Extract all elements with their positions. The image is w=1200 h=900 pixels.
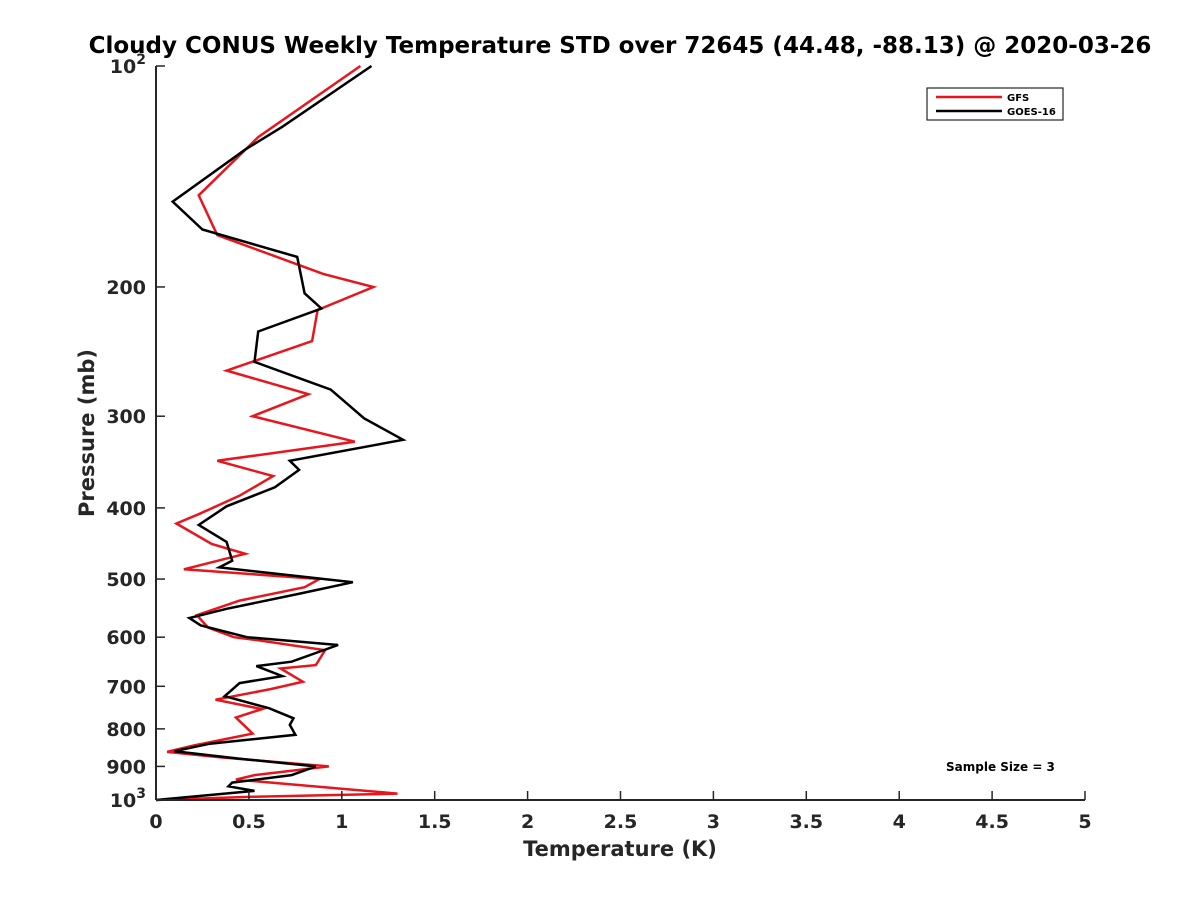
y-tick-label: 103 <box>110 786 146 812</box>
y-tick-label: 102 <box>110 52 146 78</box>
x-tick-label: 0.5 <box>232 811 266 833</box>
x-tick-label: 3 <box>707 811 720 833</box>
y-tick-label: 200 <box>106 277 146 299</box>
legend: GFS GOES-16 <box>926 87 1064 121</box>
y-tick-label: 700 <box>106 676 146 698</box>
x-tick-label: 1.5 <box>418 811 452 833</box>
legend-label-goes16: GOES-16 <box>1007 107 1056 118</box>
series-line-gfs <box>155 64 398 802</box>
y-tick-label: 600 <box>106 627 146 649</box>
x-tick-label: 4.5 <box>975 811 1009 833</box>
y-axis-label: Pressure (mb) <box>75 349 99 517</box>
x-axis-ticks: 0 0.5 1 1.5 2 2.5 3 3.5 4 4.5 5 <box>149 791 1092 833</box>
legend-label-gfs: GFS <box>1007 93 1029 104</box>
x-tick-label: 2 <box>521 811 534 833</box>
y-tick-label: 400 <box>106 498 146 520</box>
y-axis-ticks: 102 200 300 400 500 600 700 800 900 103 <box>106 52 165 812</box>
x-tick-label: 0 <box>149 811 162 833</box>
x-axis-label: Temperature (K) <box>523 837 717 861</box>
x-tick-label: 1 <box>335 811 348 833</box>
x-tick-label: 3.5 <box>789 811 823 833</box>
sample-size-annotation: Sample Size = 3 <box>946 760 1055 774</box>
chart-title: Cloudy CONUS Weekly Temperature STD over… <box>89 33 1152 59</box>
series-layer <box>155 64 407 802</box>
x-tick-label: 4 <box>893 811 906 833</box>
y-tick-label: 900 <box>106 756 146 778</box>
legend-box <box>926 87 1064 121</box>
x-tick-label: 5 <box>1078 811 1091 833</box>
y-tick-label: 500 <box>106 569 146 591</box>
y-tick-label: 300 <box>106 406 146 428</box>
series-line-goes16 <box>155 64 407 802</box>
x-tick-label: 2.5 <box>604 811 638 833</box>
y-tick-label: 800 <box>106 719 146 741</box>
